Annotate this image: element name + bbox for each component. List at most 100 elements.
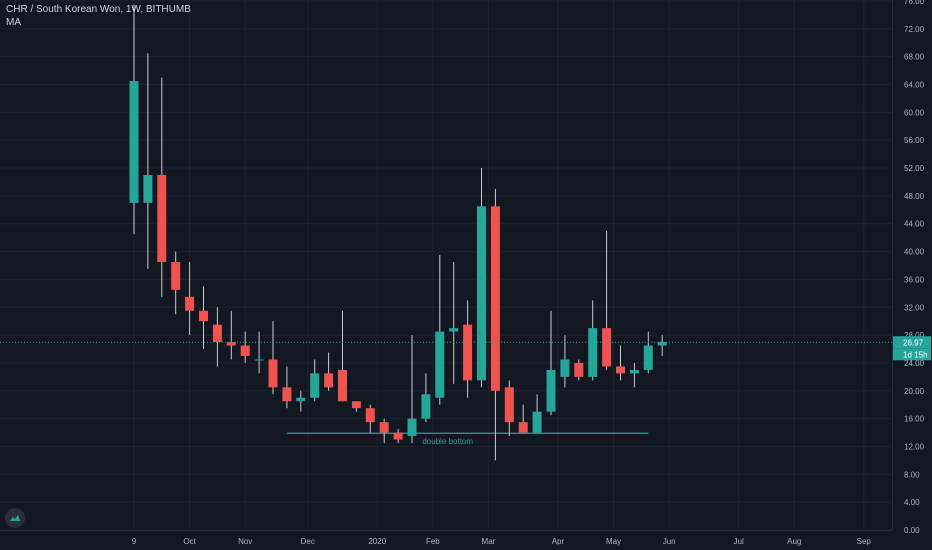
candle-body xyxy=(254,359,264,361)
price-tick-label: 52.00 xyxy=(904,164,925,173)
candle xyxy=(588,300,598,381)
candle-body xyxy=(477,206,486,381)
candle xyxy=(365,404,375,433)
symbol-title[interactable]: CHR / South Korean Won, 1W, BITHUMB xyxy=(6,4,191,15)
candle xyxy=(254,331,264,374)
candle xyxy=(504,380,514,437)
candle-body xyxy=(588,328,598,377)
time-tick-label: Nov xyxy=(238,537,252,546)
time-tick-label: May xyxy=(606,537,621,546)
price-tick-label: 56.00 xyxy=(904,136,925,145)
tradingview-cloud-icon[interactable] xyxy=(5,508,25,528)
candle xyxy=(463,300,473,398)
candle-body xyxy=(226,342,236,346)
candle-body xyxy=(616,366,625,374)
candle-body xyxy=(338,369,347,402)
candle xyxy=(393,429,403,443)
candle-body xyxy=(490,206,500,391)
price-tick-label: 60.00 xyxy=(904,108,925,117)
candle-body xyxy=(560,359,570,377)
candle-body xyxy=(212,324,222,343)
candle-body xyxy=(657,342,667,346)
candle-body xyxy=(532,411,542,433)
candle-body xyxy=(199,310,208,322)
price-tick-label: 20.00 xyxy=(904,387,925,396)
price-tick-label: 72.00 xyxy=(904,25,925,34)
candle-body xyxy=(240,345,250,356)
time-tick-label: Apr xyxy=(552,537,565,546)
price-tick-label: 0.00 xyxy=(904,526,920,535)
candle xyxy=(657,335,667,356)
candles-layer xyxy=(129,4,667,461)
candle-body xyxy=(324,373,334,388)
candle-body xyxy=(143,175,153,203)
candle xyxy=(240,331,250,363)
chart-legend: CHR / South Korean Won, 1W, BITHUMB MA xyxy=(6,3,191,29)
candle-body xyxy=(351,401,361,409)
candle xyxy=(268,321,278,395)
candle-body xyxy=(546,369,556,412)
candle-body xyxy=(268,359,278,388)
last-price-tag xyxy=(893,336,931,349)
candle-body xyxy=(282,387,292,402)
candle xyxy=(546,310,556,416)
candle-body xyxy=(518,422,528,433)
bar-countdown: 1d 15h xyxy=(903,350,927,359)
candle xyxy=(282,366,292,409)
time-tick-label: Sep xyxy=(857,537,872,546)
candle-body xyxy=(463,324,473,381)
price-tags: 26.97 1d 15h xyxy=(893,336,931,361)
price-tick-label: 12.00 xyxy=(904,442,925,451)
time-tick-label: Feb xyxy=(426,537,440,546)
price-tick-label: 8.00 xyxy=(904,470,920,479)
candle-body xyxy=(574,362,584,377)
candle-body xyxy=(435,331,445,398)
candle-body xyxy=(185,296,195,311)
price-tick-label: 32.00 xyxy=(904,303,925,312)
candle xyxy=(379,418,389,443)
price-tick-label: 28.00 xyxy=(904,331,925,340)
candle xyxy=(560,335,570,388)
time-axis[interactable]: 9 Oct Nov Dec 2020 Feb Mar Apr May Jun Jul Aug Sep xyxy=(0,530,892,547)
price-tick-label: 68.00 xyxy=(904,53,925,62)
candle xyxy=(143,53,153,269)
candle xyxy=(435,255,445,405)
candle-body xyxy=(157,175,167,263)
candle xyxy=(477,168,486,388)
candle-body xyxy=(379,422,389,433)
candle-body xyxy=(365,408,375,423)
candle xyxy=(407,335,417,443)
candle-body xyxy=(643,345,653,370)
candle-body xyxy=(449,328,459,332)
price-tick-label: 36.00 xyxy=(904,275,925,284)
candle-body xyxy=(171,262,181,290)
candle xyxy=(226,310,236,360)
countdown-tag xyxy=(893,348,931,361)
candle xyxy=(574,359,584,381)
candle-body xyxy=(393,432,403,440)
indicator-label[interactable]: MA xyxy=(6,17,21,28)
time-tick-label: 2020 xyxy=(368,537,386,546)
candle-body xyxy=(421,394,431,419)
price-axis[interactable]: 0.00 4.00 8.00 12.00 16.00 20.00 24.00 28.00 32.… xyxy=(892,0,925,535)
candle xyxy=(421,373,431,423)
candle-body xyxy=(129,81,139,203)
candle xyxy=(616,345,625,381)
price-tick-label: 48.00 xyxy=(904,192,925,201)
time-tick-label: Jun xyxy=(663,537,676,546)
candle xyxy=(351,401,361,412)
candle xyxy=(602,230,612,370)
time-tick-label: Aug xyxy=(787,537,801,546)
candle xyxy=(324,352,334,391)
candle-body xyxy=(504,387,514,423)
candle xyxy=(129,4,139,235)
double-bottom-label: double bottom xyxy=(422,437,473,446)
candle xyxy=(629,362,639,388)
candle xyxy=(310,359,320,402)
candle xyxy=(532,394,542,433)
time-tick-label: 9 xyxy=(132,537,137,546)
candle-body xyxy=(407,418,417,437)
price-tick-label: 44.00 xyxy=(904,220,925,229)
candle xyxy=(518,404,528,433)
